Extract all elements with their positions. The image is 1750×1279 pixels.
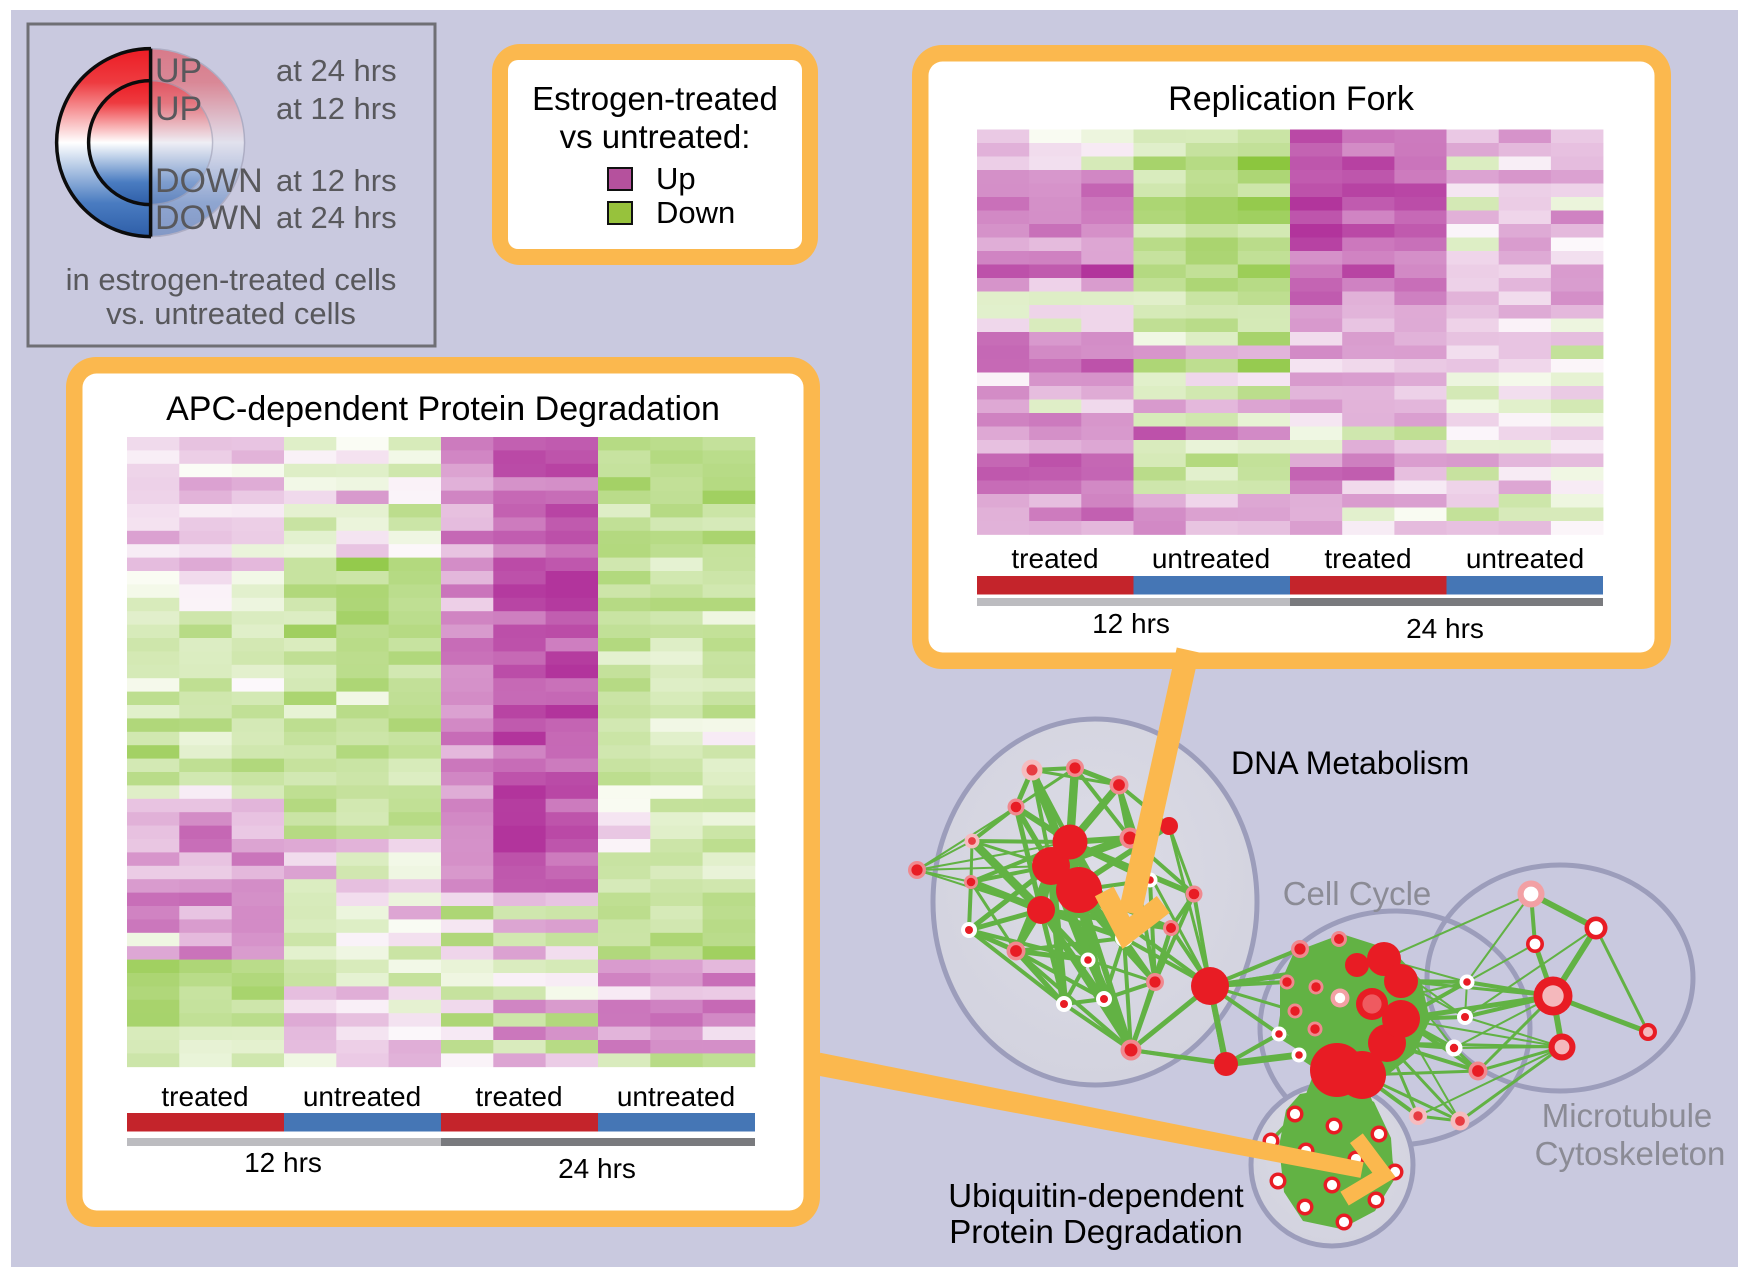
- svg-text:Protein Degradation: Protein Degradation: [949, 1213, 1243, 1250]
- svg-text:in estrogen-treated cells: in estrogen-treated cells: [66, 262, 397, 297]
- svg-text:treated: treated: [161, 1081, 248, 1112]
- svg-text:at 24 hrs: at 24 hrs: [276, 53, 397, 88]
- svg-text:untreated: untreated: [617, 1081, 735, 1112]
- svg-text:DOWN: DOWN: [155, 162, 263, 200]
- svg-text:Cell Cycle: Cell Cycle: [1283, 875, 1432, 912]
- svg-text:vs untreated:: vs untreated:: [560, 118, 751, 155]
- svg-text:untreated: untreated: [1152, 543, 1270, 574]
- svg-text:at 12 hrs: at 12 hrs: [276, 91, 397, 126]
- svg-text:treated: treated: [475, 1081, 562, 1112]
- svg-text:UP: UP: [155, 52, 202, 90]
- svg-text:Cytoskeleton: Cytoskeleton: [1535, 1135, 1726, 1172]
- svg-text:12 hrs: 12 hrs: [244, 1147, 322, 1178]
- svg-text:DNA Metabolism: DNA Metabolism: [1231, 745, 1469, 781]
- svg-text:vs. untreated cells: vs. untreated cells: [106, 296, 356, 331]
- svg-text:12 hrs: 12 hrs: [1092, 608, 1170, 639]
- svg-text:untreated: untreated: [1466, 543, 1584, 574]
- svg-text:treated: treated: [1324, 543, 1411, 574]
- svg-text:APC-dependent Protein Degradat: APC-dependent Protein Degradation: [166, 390, 720, 428]
- svg-text:at 24 hrs: at 24 hrs: [276, 200, 397, 235]
- svg-text:treated: treated: [1011, 543, 1098, 574]
- svg-text:Ubiquitin-dependent: Ubiquitin-dependent: [948, 1177, 1243, 1214]
- svg-text:DOWN: DOWN: [155, 199, 263, 237]
- svg-text:Microtubule: Microtubule: [1542, 1097, 1713, 1134]
- svg-text:Down: Down: [656, 195, 735, 230]
- svg-text:Up: Up: [656, 161, 696, 196]
- svg-text:UP: UP: [155, 90, 202, 128]
- svg-text:Replication Fork: Replication Fork: [1168, 80, 1415, 118]
- svg-text:24 hrs: 24 hrs: [558, 1153, 636, 1184]
- svg-text:at 12 hrs: at 12 hrs: [276, 163, 397, 198]
- svg-text:24 hrs: 24 hrs: [1406, 613, 1484, 644]
- svg-text:untreated: untreated: [303, 1081, 421, 1112]
- svg-text:Estrogen-treated: Estrogen-treated: [532, 80, 778, 117]
